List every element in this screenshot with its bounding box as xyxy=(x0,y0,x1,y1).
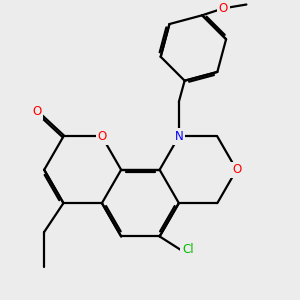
Text: O: O xyxy=(232,163,241,176)
Text: O: O xyxy=(32,105,41,118)
Text: Cl: Cl xyxy=(182,243,194,256)
Text: N: N xyxy=(175,130,183,143)
Text: O: O xyxy=(97,130,106,143)
Text: O: O xyxy=(219,2,228,15)
